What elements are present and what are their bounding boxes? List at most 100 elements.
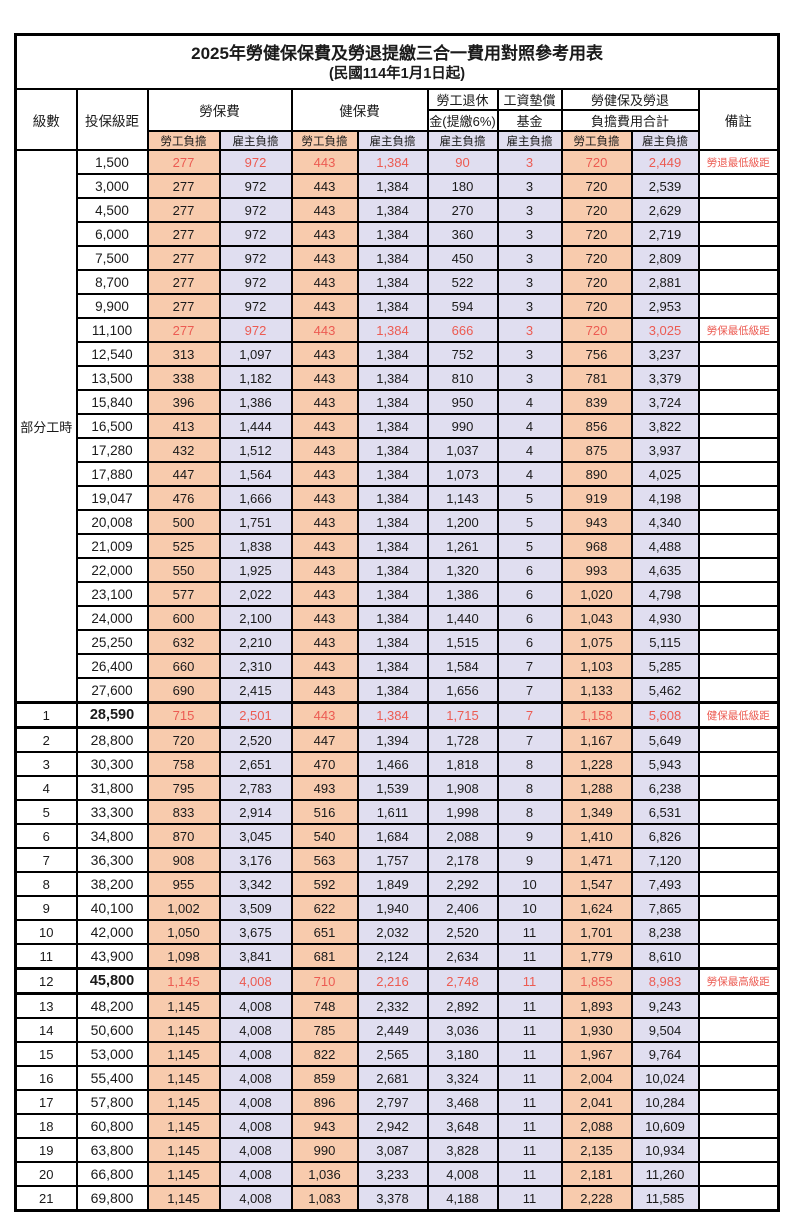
level-cell: 14 — [14, 1017, 78, 1043]
level-cell: 7 — [14, 847, 78, 873]
value-cell: 396 — [146, 389, 221, 415]
value-cell: 443 — [290, 221, 359, 247]
table-row: 12,540 313 1,097 443 1,384 752 3 756 3,237 — [16, 341, 780, 367]
note-cell — [697, 173, 780, 199]
value-cell: 443 — [290, 629, 359, 655]
value-cell: 450 — [426, 245, 499, 271]
value-cell: 3,176 — [218, 847, 293, 873]
value-cell: 1,200 — [426, 509, 499, 535]
value-cell: 11 — [496, 1137, 563, 1163]
value-cell: 2,520 — [426, 919, 499, 945]
salary-bracket-cell: 3,000 — [75, 173, 149, 199]
value-cell: 1,384 — [356, 293, 429, 319]
value-cell: 3 — [496, 365, 563, 391]
value-cell: 1,158 — [560, 701, 633, 729]
value-cell: 2,216 — [356, 967, 429, 995]
value-cell: 681 — [290, 943, 359, 970]
value-cell: 2,415 — [218, 677, 293, 704]
table-row: 20,008 500 1,751 443 1,384 1,200 5 943 4,340 — [16, 509, 780, 535]
value-cell: 516 — [290, 799, 359, 825]
table-row: 16,500 413 1,444 443 1,384 990 4 856 3,822 — [16, 413, 780, 439]
note-cell — [697, 581, 780, 607]
value-cell: 443 — [290, 485, 359, 511]
value-cell: 1,261 — [426, 533, 499, 559]
value-cell: 3,233 — [356, 1161, 429, 1187]
value-cell: 2,178 — [426, 847, 499, 873]
salary-bracket-cell: 13,500 — [75, 365, 149, 391]
col-header-level: 級數 — [14, 88, 78, 151]
table-row: 6 34,800 870 3,045 540 1,684 2,088 9 1,410 6,826 — [14, 823, 780, 849]
value-cell: 2,501 — [218, 701, 293, 729]
value-cell: 277 — [146, 245, 221, 271]
value-cell: 720 — [560, 149, 633, 175]
value-cell: 443 — [290, 413, 359, 439]
value-cell: 443 — [290, 293, 359, 319]
value-cell: 720 — [560, 293, 633, 319]
value-cell: 1,384 — [356, 701, 429, 729]
value-cell: 1,715 — [426, 701, 499, 729]
salary-bracket-cell: 28,800 — [75, 726, 149, 753]
value-cell: 6 — [496, 557, 563, 583]
value-cell: 1,073 — [426, 461, 499, 487]
header-group-row: 級數 投保級距 勞保費 健保費 勞工退休 工資墊償 勞健保及勞退 備註 — [14, 88, 780, 151]
value-cell: 1,384 — [356, 461, 429, 487]
table-row: 1 28,590 715 2,501 443 1,384 1,715 7 1,158 5,608 健… — [14, 701, 780, 729]
salary-bracket-cell: 34,800 — [75, 823, 149, 849]
value-cell: 577 — [146, 581, 221, 607]
value-cell: 3 — [496, 173, 563, 199]
value-cell: 1,384 — [356, 221, 429, 247]
value-cell: 1,512 — [218, 437, 293, 463]
value-cell: 1,584 — [426, 653, 499, 679]
value-cell: 4 — [496, 413, 563, 439]
value-cell: 1,145 — [146, 1161, 221, 1187]
note-cell — [697, 871, 780, 897]
value-cell: 1,037 — [426, 437, 499, 463]
value-cell: 3,237 — [630, 341, 700, 367]
value-cell: 4,188 — [426, 1185, 499, 1212]
value-cell: 943 — [290, 1113, 359, 1139]
value-cell: 1,020 — [560, 581, 633, 607]
value-cell: 277 — [146, 197, 221, 223]
salary-bracket-cell: 28,590 — [75, 701, 149, 729]
value-cell: 859 — [290, 1065, 359, 1091]
value-cell: 993 — [560, 557, 633, 583]
value-cell: 10,934 — [630, 1137, 700, 1163]
value-cell: 1,384 — [356, 629, 429, 655]
value-cell: 720 — [560, 269, 633, 295]
value-cell: 1,384 — [356, 557, 429, 583]
value-cell: 7 — [496, 653, 563, 679]
value-cell: 8,238 — [630, 919, 700, 945]
value-cell: 968 — [560, 533, 633, 559]
value-cell: 277 — [146, 317, 221, 343]
value-cell: 720 — [560, 173, 633, 199]
value-cell: 1,384 — [356, 533, 429, 559]
value-cell: 1,539 — [356, 775, 429, 801]
value-cell: 2,292 — [426, 871, 499, 897]
value-cell: 1,145 — [146, 1137, 221, 1163]
value-cell: 500 — [146, 509, 221, 535]
value-cell: 990 — [426, 413, 499, 439]
value-cell: 1,098 — [146, 943, 221, 970]
value-cell: 11 — [496, 919, 563, 945]
salary-bracket-cell: 11,100 — [75, 317, 149, 343]
salary-bracket-cell: 31,800 — [75, 775, 149, 801]
col-header-health-insurance: 健保費 — [290, 88, 429, 132]
value-cell: 4,008 — [218, 1089, 293, 1115]
table-row: 4,500 277 972 443 1,384 270 3 720 2,629 — [16, 197, 780, 223]
col-header-salary-bracket: 投保級距 — [75, 88, 149, 151]
table-row: 15 53,000 1,145 4,008 822 2,565 3,180 11 1,967 9,… — [14, 1041, 780, 1067]
value-cell: 756 — [560, 341, 633, 367]
value-cell: 277 — [146, 269, 221, 295]
value-cell: 2,634 — [426, 943, 499, 970]
value-cell: 338 — [146, 365, 221, 391]
value-cell: 2,210 — [218, 629, 293, 655]
table-row: 15,840 396 1,386 443 1,384 950 4 839 3,724 — [16, 389, 780, 415]
table-row: 19 63,800 1,145 4,008 990 3,087 3,828 11 2,135 10… — [14, 1137, 780, 1163]
subheader-labor-employee: 勞工負擔 — [146, 130, 221, 151]
note-cell — [697, 197, 780, 223]
value-cell: 2,892 — [426, 992, 499, 1019]
table-row: 12 45,800 1,145 4,008 710 2,216 2,748 11 1,855 8,… — [14, 967, 780, 995]
salary-bracket-cell: 57,800 — [75, 1089, 149, 1115]
level-cell: 2 — [14, 726, 78, 753]
table-row: 21,009 525 1,838 443 1,384 1,261 5 968 4,488 — [16, 533, 780, 559]
